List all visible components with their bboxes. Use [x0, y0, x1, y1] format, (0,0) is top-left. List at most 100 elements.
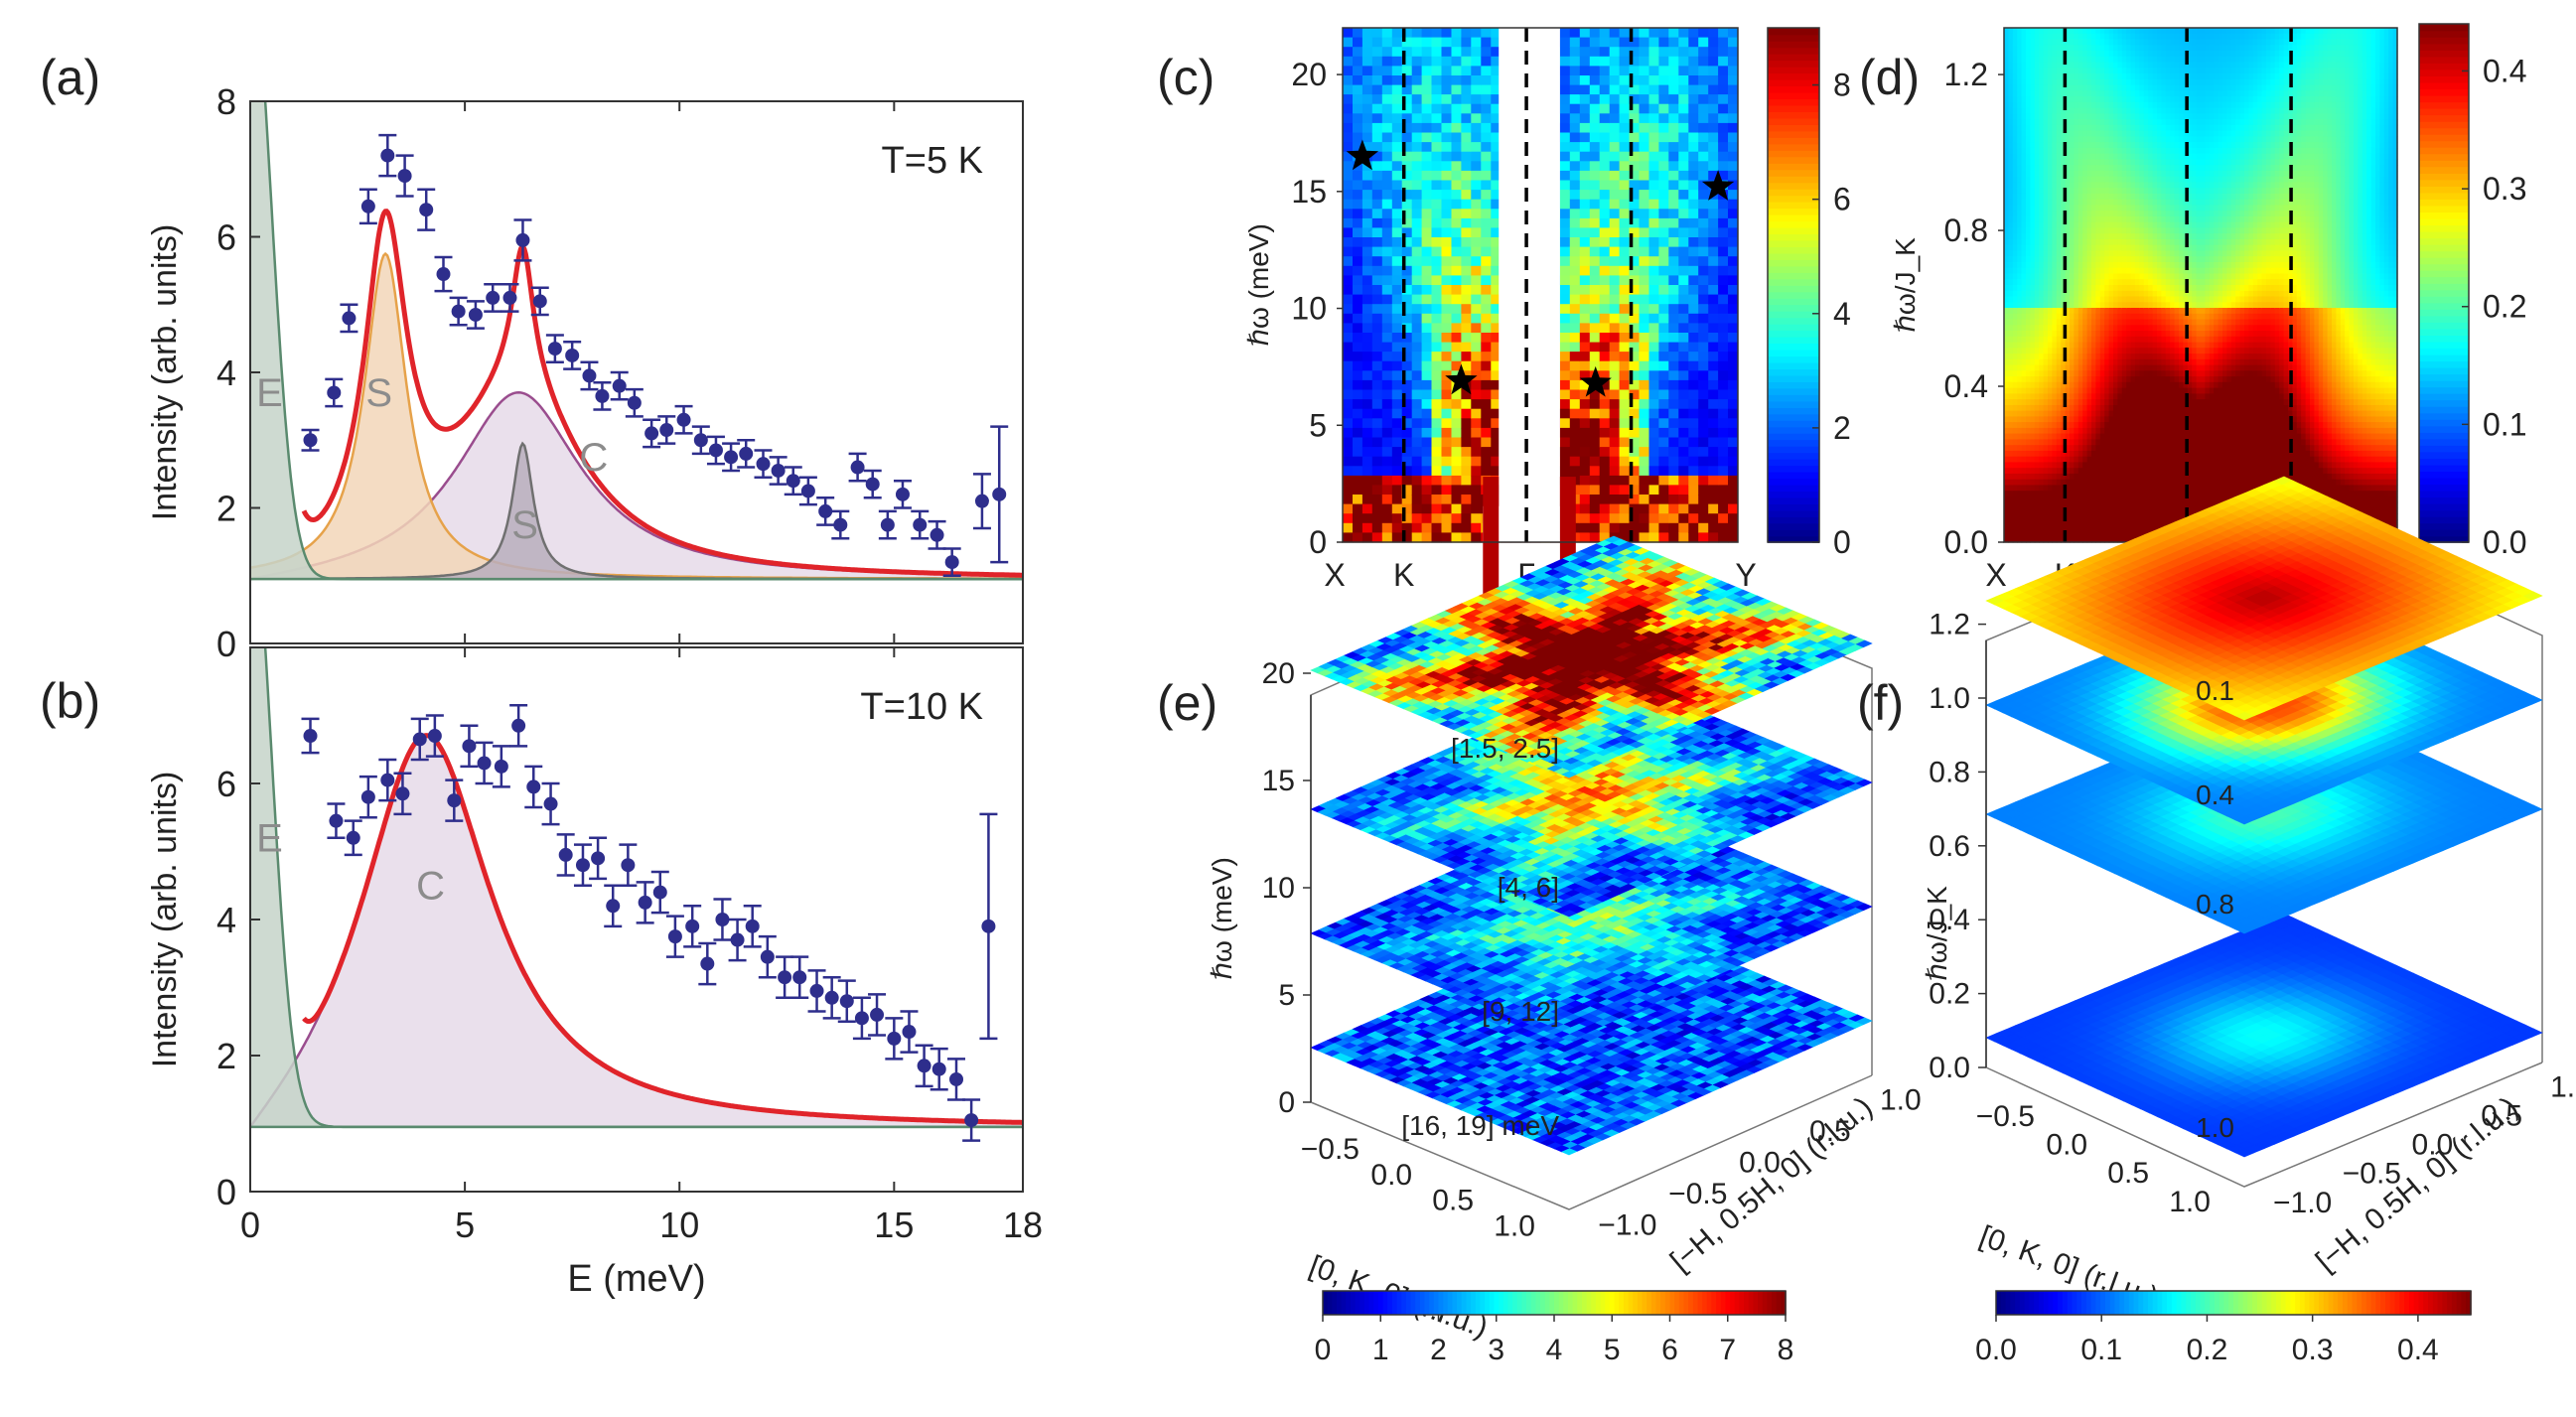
heatmap-cell — [2043, 479, 2049, 487]
heatmap-cell — [2012, 73, 2018, 80]
data-point — [816, 496, 835, 526]
heatmap-cell — [1629, 246, 1640, 257]
data-point — [885, 1017, 904, 1061]
heatmap-cell — [1629, 418, 1640, 429]
heatmap-cell — [2086, 445, 2092, 452]
heatmap-cell — [1688, 399, 1699, 410]
heatmap-cell — [2008, 433, 2014, 440]
heatmap-cell — [2070, 370, 2075, 377]
heatmap-cell — [2074, 56, 2079, 64]
heatmap-cell — [2048, 45, 2053, 52]
heatmap-cell — [2043, 68, 2049, 74]
heatmap-cell — [1698, 28, 1709, 39]
heatmap-cell — [2048, 376, 2053, 383]
heatmap-cell — [2004, 153, 2009, 160]
heatmap-cell — [2077, 51, 2083, 58]
x-tick-label: 0 — [240, 1204, 260, 1245]
heatmap-cell — [1648, 360, 1659, 371]
heatmap-cell — [1343, 217, 1354, 229]
heatmap-cell — [2052, 370, 2058, 377]
heatmap-cell — [1421, 161, 1433, 172]
heatmap-cell — [2048, 308, 2053, 315]
heatmap-cell — [2034, 331, 2040, 338]
heatmap-cell — [2099, 445, 2105, 452]
heatmap-cell — [2074, 39, 2079, 46]
heatmap-cell — [2095, 479, 2101, 487]
heatmap-cell — [1639, 180, 1649, 191]
heatmap-cell — [2048, 279, 2053, 286]
heatmap-cell — [1648, 161, 1659, 172]
heatmap-cell — [2004, 124, 2009, 132]
heatmap-cell — [2030, 96, 2036, 103]
heatmap-cell — [2017, 233, 2023, 240]
heatmap-cell — [1431, 170, 1442, 182]
heatmap-cell — [2043, 84, 2049, 91]
heatmap-cell — [2077, 496, 2083, 503]
heatmap-cell — [1441, 360, 1452, 371]
heatmap-cell — [1658, 495, 1669, 505]
heatmap-cell — [2026, 308, 2031, 315]
heatmap-cell — [1481, 142, 1492, 153]
heatmap-cell — [2095, 170, 2101, 178]
heatmap-cell — [2048, 507, 2053, 514]
heatmap-cell — [1688, 323, 1699, 334]
heatmap-cell — [1471, 503, 1482, 514]
heatmap-cell — [2043, 513, 2049, 520]
heatmap-cell — [2026, 90, 2031, 97]
heatmap-cell — [1648, 190, 1659, 201]
heatmap-cell — [2065, 262, 2071, 269]
heatmap-cell — [2008, 348, 2014, 354]
heatmap-cell — [1491, 265, 1502, 276]
heatmap-cell — [2086, 308, 2092, 315]
heatmap-cell — [1411, 360, 1423, 371]
heatmap-cell — [2091, 285, 2096, 292]
heatmap-cell — [2082, 239, 2088, 246]
heatmap-cell — [2039, 491, 2045, 497]
data-point — [301, 717, 320, 755]
heatmap-cell — [2061, 427, 2067, 435]
heatmap-cell — [1481, 379, 1492, 391]
heatmap-cell — [1441, 294, 1452, 305]
heatmap-cell — [1589, 437, 1601, 448]
heatmap-cell — [1688, 37, 1699, 48]
heatmap-cell — [2008, 153, 2014, 160]
colorbar-cell — [1768, 310, 1819, 319]
heatmap-cell — [1629, 522, 1640, 533]
heatmap-cell — [2008, 445, 2014, 452]
heatmap-cell — [2082, 468, 2088, 475]
heatmap-cell — [1401, 379, 1413, 391]
heatmap-cell — [2034, 530, 2040, 537]
heatmap-cell — [2030, 107, 2036, 114]
heatmap-cell — [2048, 519, 2053, 526]
heatmap-cell — [2048, 227, 2053, 234]
heatmap-cell — [2091, 215, 2096, 223]
heatmap-cell — [1569, 379, 1581, 391]
heatmap-cell — [2095, 51, 2101, 58]
heatmap-cell — [1401, 294, 1413, 305]
heatmap-cell — [2039, 422, 2045, 429]
heatmap-cell — [2039, 239, 2045, 246]
heatmap-cell — [2039, 387, 2045, 394]
heatmap-cell — [1698, 342, 1709, 353]
heatmap-cell — [2099, 308, 2105, 315]
heatmap-cell — [2052, 279, 2058, 286]
heatmap-cell — [2030, 147, 2036, 155]
heatmap-cell — [2052, 348, 2058, 354]
heatmap-cell — [1401, 113, 1413, 124]
heatmap-cell — [1698, 209, 1709, 219]
heatmap-cell — [2077, 370, 2083, 377]
heatmap-cell — [2086, 45, 2092, 52]
heatmap-cell — [2056, 119, 2062, 126]
heatmap-cell — [1579, 304, 1591, 315]
heatmap-cell — [2021, 427, 2027, 435]
heatmap-cell — [2056, 256, 2062, 263]
heatmap-cell — [1698, 532, 1709, 543]
heatmap-cell — [1569, 304, 1581, 315]
heatmap-cell — [2012, 101, 2018, 109]
heatmap-cell — [2008, 313, 2014, 321]
heatmap-cell — [2077, 416, 2083, 423]
heatmap-cell — [2043, 130, 2049, 137]
heatmap-cell — [2030, 507, 2036, 514]
heatmap-cell — [2004, 193, 2009, 201]
heatmap-cell — [1648, 275, 1659, 286]
